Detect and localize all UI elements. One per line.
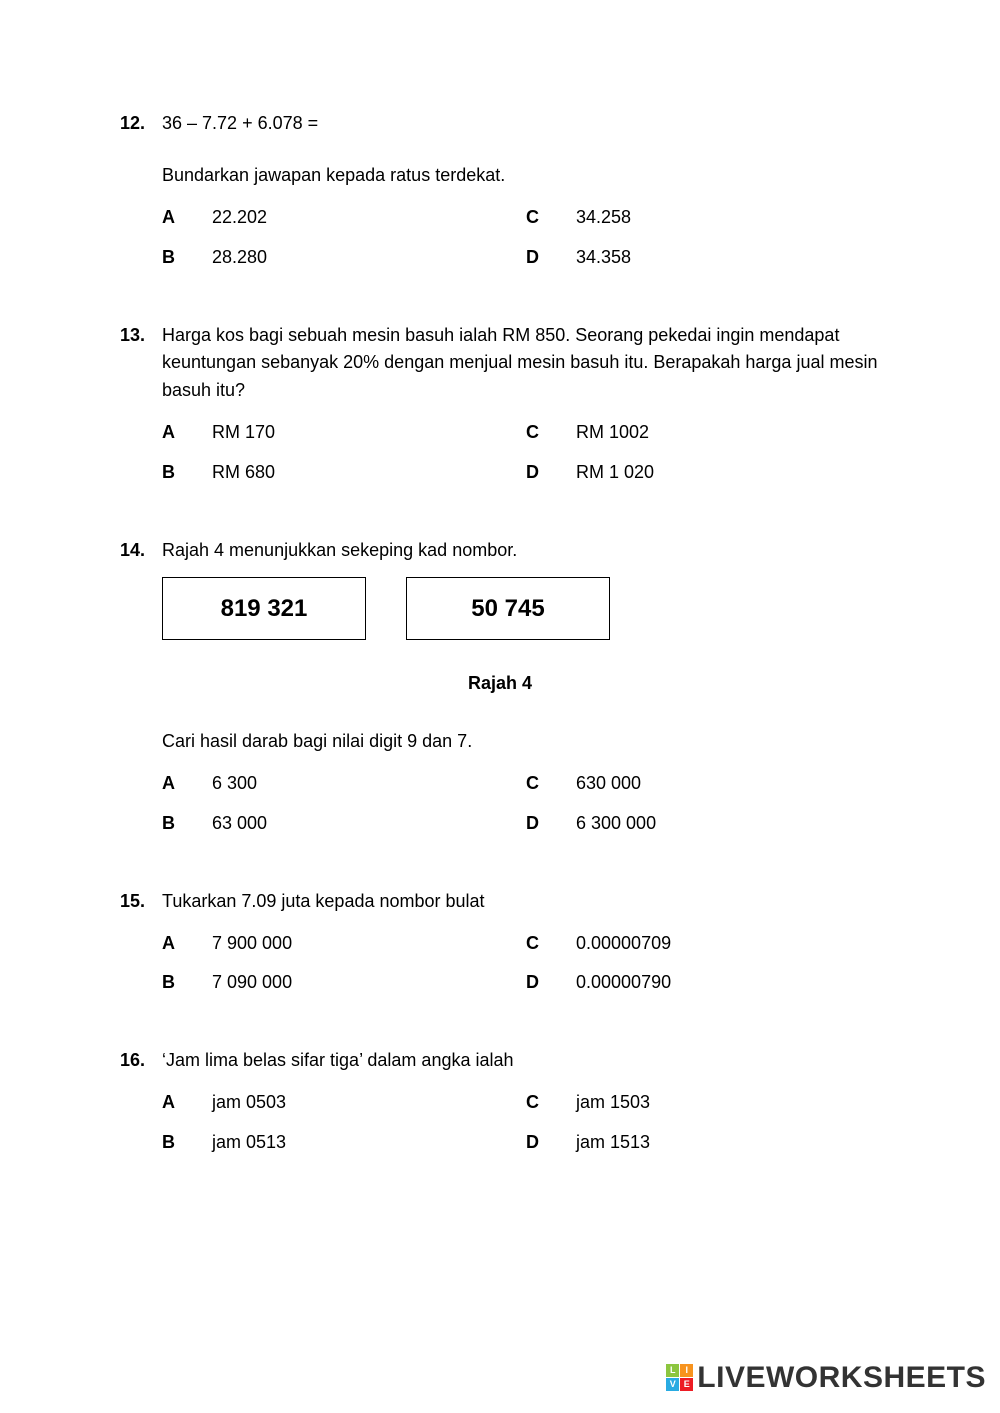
option-text: 6 300 000 — [576, 810, 880, 838]
option-text: 7 900 000 — [212, 930, 516, 958]
option-d[interactable]: D jam 1513 — [526, 1129, 880, 1157]
option-c[interactable]: C 0.00000709 — [526, 930, 880, 958]
question-number: 13. — [120, 322, 162, 350]
option-text: jam 1503 — [576, 1089, 880, 1117]
question-number: 16. — [120, 1047, 162, 1075]
option-letter: A — [162, 770, 212, 798]
option-letter: C — [526, 770, 576, 798]
option-b[interactable]: B 63 000 — [162, 810, 516, 838]
question-text: Rajah 4 menunjukkan sekeping kad nombor. — [162, 537, 880, 565]
option-text: jam 0513 — [212, 1129, 516, 1157]
option-letter: A — [162, 1089, 212, 1117]
question-subtext: Bundarkan jawapan kepada ratus terdekat. — [162, 162, 880, 190]
number-card: 50 745 — [406, 577, 610, 640]
option-text: 34.358 — [576, 244, 880, 272]
option-text: jam 0503 — [212, 1089, 516, 1117]
option-text: RM 1002 — [576, 419, 880, 447]
option-b[interactable]: B 28.280 — [162, 244, 516, 272]
option-letter: C — [526, 930, 576, 958]
option-a[interactable]: A 6 300 — [162, 770, 516, 798]
liveworksheets-icon: L I V E — [666, 1364, 693, 1391]
option-letter: C — [526, 1089, 576, 1117]
number-card: 819 321 — [162, 577, 366, 640]
option-letter: A — [162, 930, 212, 958]
question-number: 15. — [120, 888, 162, 916]
option-text: 6 300 — [212, 770, 516, 798]
question-number: 12. — [120, 110, 162, 138]
question-text: 36 – 7.72 + 6.078 = — [162, 110, 880, 138]
option-letter: A — [162, 204, 212, 232]
option-text: 0.00000709 — [576, 930, 880, 958]
figure-caption: Rajah 4 — [120, 670, 880, 698]
question-13: 13. Harga kos bagi sebuah mesin basuh ia… — [120, 322, 880, 487]
options-grid: A 6 300 C 630 000 B 63 000 D 6 300 000 — [162, 770, 880, 838]
option-letter: D — [526, 1129, 576, 1157]
option-a[interactable]: A jam 0503 — [162, 1089, 516, 1117]
option-letter: A — [162, 419, 212, 447]
option-text: jam 1513 — [576, 1129, 880, 1157]
option-letter: B — [162, 969, 212, 997]
worksheet-page: 12. 36 – 7.72 + 6.078 = Bundarkan jawapa… — [0, 0, 1000, 1157]
question-text: ‘Jam lima belas sifar tiga’ dalam angka … — [162, 1047, 880, 1075]
liveworksheets-text: LIVEWORKSHEETS — [697, 1355, 986, 1402]
question-text: Harga kos bagi sebuah mesin basuh ialah … — [162, 322, 880, 406]
option-letter: D — [526, 459, 576, 487]
option-letter: B — [162, 1129, 212, 1157]
icon-cell: E — [680, 1378, 693, 1391]
option-b[interactable]: B 7 090 000 — [162, 969, 516, 997]
option-a[interactable]: A 22.202 — [162, 204, 516, 232]
option-letter: C — [526, 419, 576, 447]
option-text: RM 680 — [212, 459, 516, 487]
option-c[interactable]: C RM 1002 — [526, 419, 880, 447]
option-d[interactable]: D 0.00000790 — [526, 969, 880, 997]
question-text: Tukarkan 7.09 juta kepada nombor bulat — [162, 888, 880, 916]
question-14: 14. Rajah 4 menunjukkan sekeping kad nom… — [120, 537, 880, 838]
icon-cell: L — [666, 1364, 679, 1377]
option-letter: B — [162, 244, 212, 272]
option-text: 22.202 — [212, 204, 516, 232]
option-letter: D — [526, 969, 576, 997]
icon-cell: V — [666, 1378, 679, 1391]
question-16: 16. ‘Jam lima belas sifar tiga’ dalam an… — [120, 1047, 880, 1157]
liveworksheets-watermark: L I V E LIVEWORKSHEETS — [666, 1355, 986, 1402]
options-grid: A jam 0503 C jam 1503 B jam 0513 D jam 1… — [162, 1089, 880, 1157]
option-letter: C — [526, 204, 576, 232]
number-cards-row: 819 321 50 745 — [162, 577, 880, 640]
option-text: 630 000 — [576, 770, 880, 798]
question-15: 15. Tukarkan 7.09 juta kepada nombor bul… — [120, 888, 880, 998]
option-b[interactable]: B RM 680 — [162, 459, 516, 487]
option-letter: B — [162, 459, 212, 487]
option-d[interactable]: D 34.358 — [526, 244, 880, 272]
option-text: 28.280 — [212, 244, 516, 272]
option-text: 0.00000790 — [576, 969, 880, 997]
option-text: RM 170 — [212, 419, 516, 447]
option-c[interactable]: C 630 000 — [526, 770, 880, 798]
option-text: 7 090 000 — [212, 969, 516, 997]
option-letter: B — [162, 810, 212, 838]
options-grid: A 7 900 000 C 0.00000709 B 7 090 000 D 0… — [162, 930, 880, 998]
option-a[interactable]: A RM 170 — [162, 419, 516, 447]
question-12: 12. 36 – 7.72 + 6.078 = Bundarkan jawapa… — [120, 110, 880, 272]
question-number: 14. — [120, 537, 162, 565]
option-letter: D — [526, 244, 576, 272]
option-letter: D — [526, 810, 576, 838]
option-text: 34.258 — [576, 204, 880, 232]
option-d[interactable]: D 6 300 000 — [526, 810, 880, 838]
option-text: 63 000 — [212, 810, 516, 838]
options-grid: A RM 170 C RM 1002 B RM 680 D RM 1 020 — [162, 419, 880, 487]
option-d[interactable]: D RM 1 020 — [526, 459, 880, 487]
option-text: RM 1 020 — [576, 459, 880, 487]
question-subtext: Cari hasil darab bagi nilai digit 9 dan … — [162, 728, 880, 756]
option-c[interactable]: C 34.258 — [526, 204, 880, 232]
icon-cell: I — [680, 1364, 693, 1377]
option-a[interactable]: A 7 900 000 — [162, 930, 516, 958]
option-b[interactable]: B jam 0513 — [162, 1129, 516, 1157]
option-c[interactable]: C jam 1503 — [526, 1089, 880, 1117]
options-grid: A 22.202 C 34.258 B 28.280 D 34.358 — [162, 204, 880, 272]
